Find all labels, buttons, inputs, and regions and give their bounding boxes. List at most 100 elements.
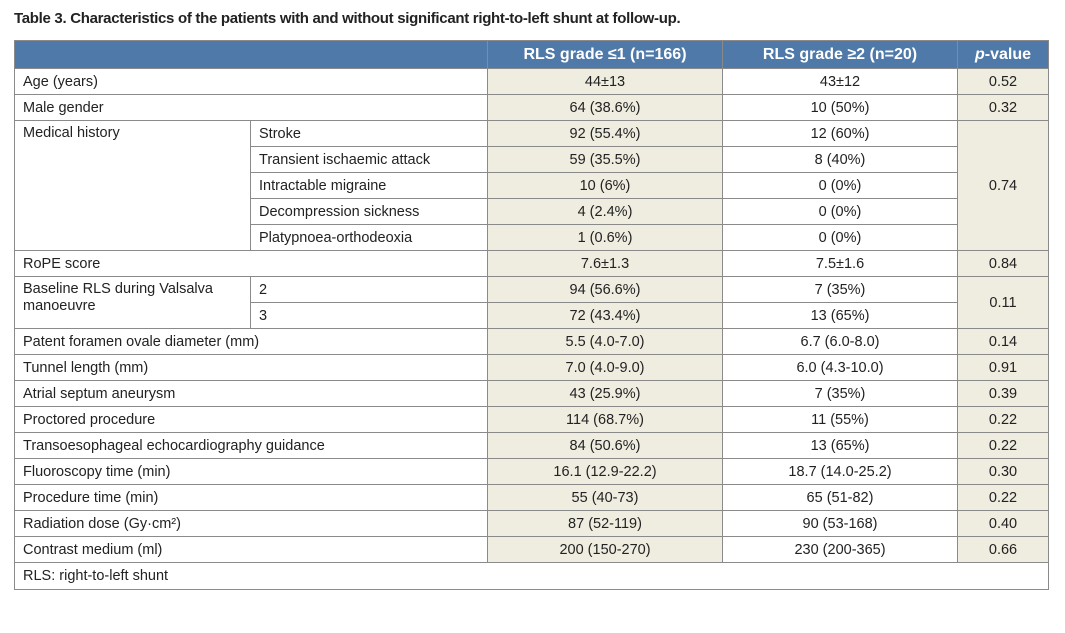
value-cell: 12 (60%) [722,120,958,147]
header-text: -value [984,45,1032,63]
sub-label: Decompression sickness [250,198,488,225]
sub-label: Intractable migraine [250,172,488,199]
row-label: Procedure time (min) [14,484,488,511]
value-cell: 7.5±1.6 [722,250,958,277]
value-cell: 94 (56.6%) [487,276,723,303]
value-cell: 13 (65%) [722,302,958,329]
header-italic: p [974,45,985,63]
value-cell: 59 (35.5%) [487,146,723,173]
row-label: Age (years) [14,68,488,95]
value-cell: 44±13 [487,68,723,95]
value-cell: 16.1 (12.9-22.2) [487,458,723,485]
table-row: Contrast medium (ml) 200 (150-270) 230 (20… [14,536,1049,563]
value-cell: 7 (35%) [722,276,958,303]
p-value: 0.32 [957,94,1049,121]
table-row: Medical history Stroke 92 (55.4%) 12 (60%) 0… [14,120,1049,251]
table-row: Patent foramen ovale diameter (mm) 5.5 (4… [14,328,1049,355]
value-cell: 92 (55.4%) [487,120,723,147]
value-cell: 64 (38.6%) [487,94,723,121]
p-value: 0.22 [957,432,1049,459]
row-label: Radiation dose (Gy·cm²) [14,510,488,537]
header-row: RLS grade ≤1 (n=166) RLS grade ≥2 (n=20)… [14,40,1049,69]
p-value: 0.30 [957,458,1049,485]
p-value: 0.22 [957,406,1049,433]
p-value: 0.66 [957,536,1049,563]
row-label: Medical history [14,120,251,251]
p-value: 0.11 [957,276,1049,329]
row-label: Proctored procedure [14,406,488,433]
value-cell: 200 (150-270) [487,536,723,563]
table-row: Decompression sickness 4 (2.4%) 0 (0%) [15,198,1049,225]
table-row: Baseline RLS during Valsalva manoeuvre 2 9… [14,276,1049,329]
footnote: RLS: right-to-left shunt [14,562,1049,590]
value-cell: 0 (0%) [722,224,958,251]
value-cell: 43 (25.9%) [487,380,723,407]
table-row: Male gender 64 (38.6%) 10 (50%) 0.32 [14,94,1049,121]
header-cell: RLS grade ≤1 (n=166) [487,40,723,69]
value-cell: 6.7 (6.0-8.0) [722,328,958,355]
table-row: Age (years) 44±13 43±12 0.52 [14,68,1049,95]
p-value: 0.22 [957,484,1049,511]
row-label: Patent foramen ovale diameter (mm) [14,328,488,355]
table-row: Transient ischaemic attack 59 (35.5%) 8 (4… [15,146,1049,173]
value-cell: 114 (68.7%) [487,406,723,433]
table-row: Proctored procedure 114 (68.7%) 11 (55%) 0.… [14,406,1049,433]
table-title: Table 3. Characteristics of the patients… [14,10,681,27]
header-cell: p-value [957,40,1049,69]
value-cell: 43±12 [722,68,958,95]
value-cell: 11 (55%) [722,406,958,433]
value-cell: 55 (40-73) [487,484,723,511]
p-value: 0.74 [957,120,1049,251]
table-row: Platypnoea-orthodeoxia 1 (0.6%) 0 (0%) [15,224,1049,251]
p-value: 0.84 [957,250,1049,277]
sub-label: Stroke [250,120,488,147]
table-row: Procedure time (min) 55 (40-73) 65 (51-82)… [14,484,1049,511]
table-row: Transoesophageal echocardiography guidan… [14,432,1049,459]
row-label: RoPE score [14,250,488,277]
value-cell: 7 (35%) [722,380,958,407]
p-value: 0.14 [957,328,1049,355]
value-cell: 230 (200-365) [722,536,958,563]
value-cell: 13 (65%) [722,432,958,459]
table-row: Radiation dose (Gy·cm²) 87 (52-119) 90 (53… [14,510,1049,537]
value-cell: 1 (0.6%) [487,224,723,251]
value-cell: 0 (0%) [722,198,958,225]
header-cell [14,40,488,69]
value-cell: 7.0 (4.0-9.0) [487,354,723,381]
row-label: Tunnel length (mm) [14,354,488,381]
p-value: 0.40 [957,510,1049,537]
p-value: 0.91 [957,354,1049,381]
header-cell: RLS grade ≥2 (n=20) [722,40,958,69]
row-label: Atrial septum aneurysm [14,380,488,407]
sub-label: Transient ischaemic attack [250,146,488,173]
row-label: Fluoroscopy time (min) [14,458,488,485]
value-cell: 6.0 (4.3-10.0) [722,354,958,381]
value-cell: 7.6±1.3 [487,250,723,277]
sub-label: 2 [250,276,488,303]
table-row: Atrial septum aneurysm 43 (25.9%) 7 (35%) 0… [14,380,1049,407]
value-cell: 18.7 (14.0-25.2) [722,458,958,485]
data-table: RLS grade ≤1 (n=166) RLS grade ≥2 (n=20)… [14,40,1049,590]
p-value: 0.39 [957,380,1049,407]
value-cell: 90 (53-168) [722,510,958,537]
table-row: Tunnel length (mm) 7.0 (4.0-9.0) 6.0 (4.3-… [14,354,1049,381]
table-row: RoPE score 7.6±1.3 7.5±1.6 0.84 [14,250,1049,277]
row-label: Transoesophageal echocardiography guidan… [14,432,488,459]
value-cell: 10 (50%) [722,94,958,121]
row-label: Baseline RLS during Valsalva manoeuvre [14,276,251,329]
value-cell: 87 (52-119) [487,510,723,537]
row-label: Male gender [14,94,488,121]
value-cell: 0 (0%) [722,172,958,199]
row-label: Contrast medium (ml) [14,536,488,563]
value-cell: 4 (2.4%) [487,198,723,225]
table-row: 3 72 (43.4%) 13 (65%) [15,302,1049,329]
value-cell: 72 (43.4%) [487,302,723,329]
table-row: Fluoroscopy time (min) 16.1 (12.9-22.2) 18… [14,458,1049,485]
value-cell: 10 (6%) [487,172,723,199]
value-cell: 5.5 (4.0-7.0) [487,328,723,355]
table-row: RLS: right-to-left shunt [14,562,1049,590]
sub-label: 3 [250,302,488,329]
value-cell: 84 (50.6%) [487,432,723,459]
value-cell: 8 (40%) [722,146,958,173]
